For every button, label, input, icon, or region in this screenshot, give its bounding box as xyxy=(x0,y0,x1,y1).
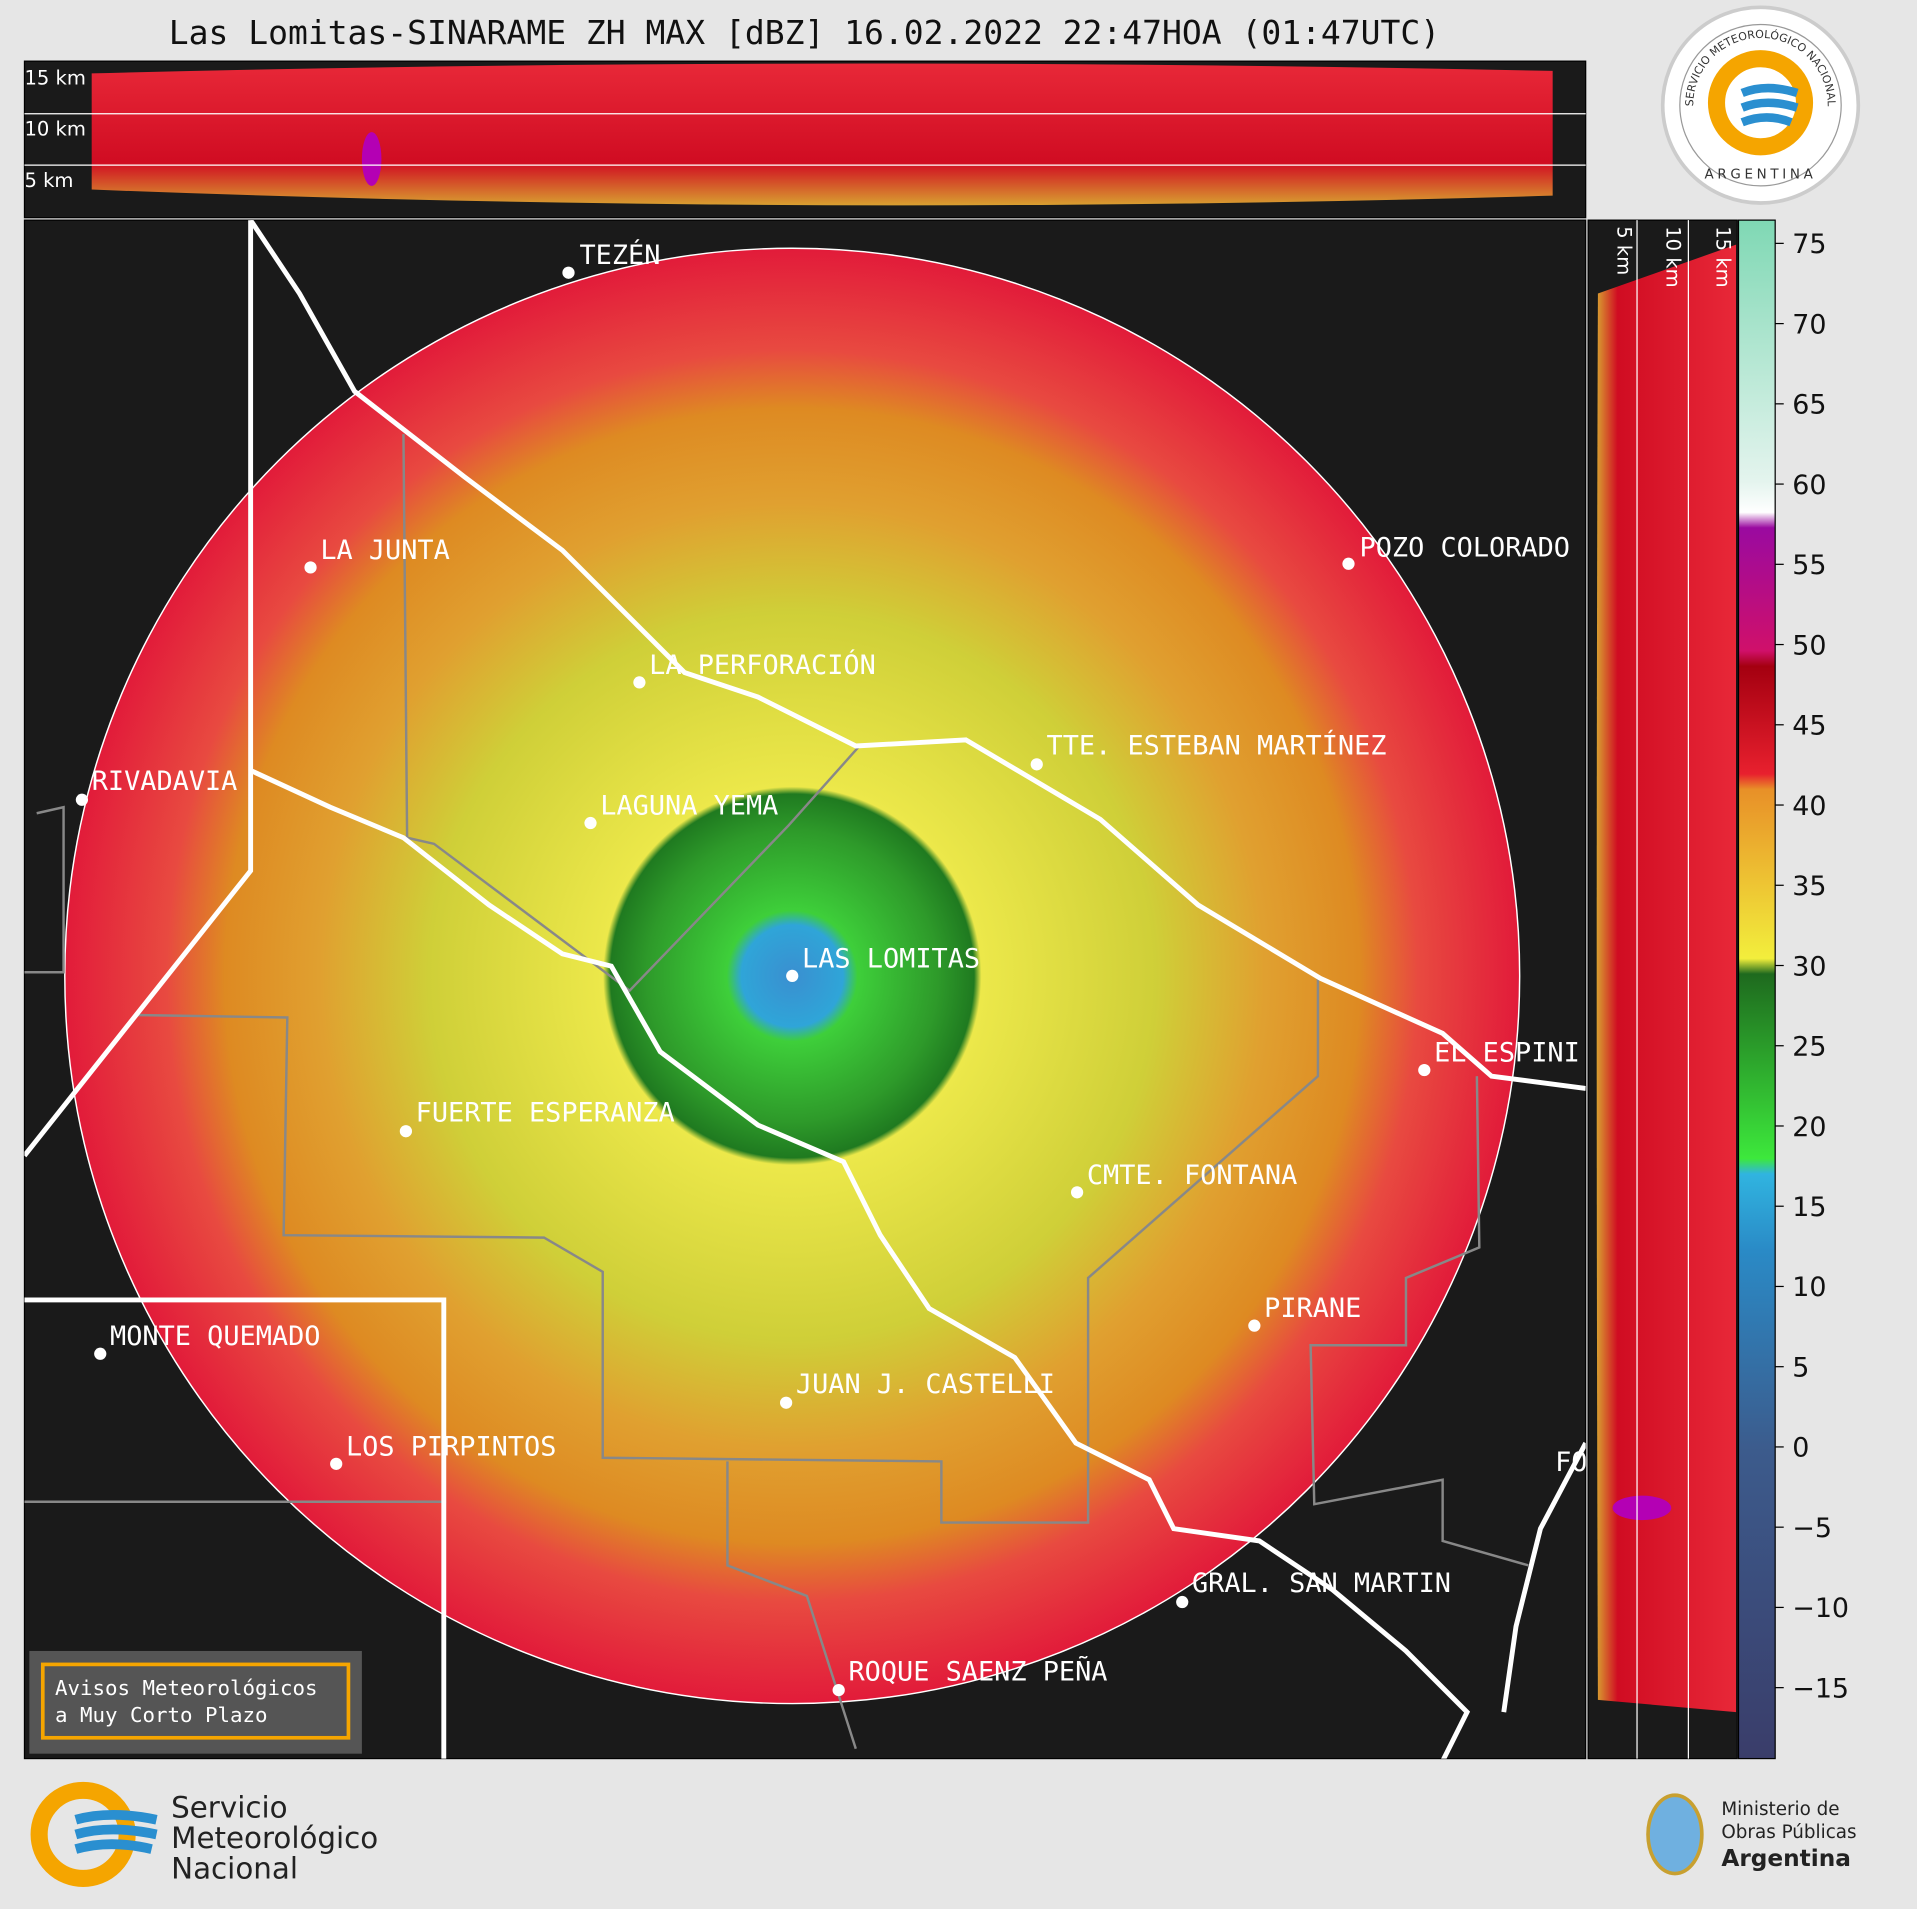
city-dots xyxy=(75,266,1431,1697)
department-borders xyxy=(24,434,1529,1750)
province-borders xyxy=(24,220,1586,1759)
colorbar-tick-label: −5 xyxy=(1792,1513,1832,1544)
colorbar-tick-label: 30 xyxy=(1792,951,1826,982)
seal-ring xyxy=(1679,23,1842,187)
city-label: TTE. ESTEBAN MARTÍNEZ xyxy=(1047,730,1387,762)
ministry-text: Argentina xyxy=(1721,1845,1851,1872)
height-label: 5 km xyxy=(24,169,73,192)
colorbar xyxy=(1737,219,1776,1760)
colorbar-tick-label: 70 xyxy=(1792,309,1826,340)
colorbar-tick-label: 65 xyxy=(1792,390,1826,421)
smn-text: Meteorológico xyxy=(171,1821,378,1855)
smn-waves xyxy=(74,1809,158,1854)
colorbar-tick-label: 10 xyxy=(1792,1272,1826,1303)
height-label: 15 km xyxy=(24,66,85,89)
colorbar-tick-label: 45 xyxy=(1792,711,1826,742)
city-label: EL ESPINI xyxy=(1434,1038,1580,1069)
coat-of-arms xyxy=(1646,1793,1704,1876)
city-label: FUERTE ESPERANZA xyxy=(416,1097,675,1128)
colorbar-tick-label: 20 xyxy=(1792,1112,1826,1143)
top-cell xyxy=(361,132,382,186)
side-cell xyxy=(1612,1495,1672,1521)
smn-text: Nacional xyxy=(171,1851,298,1885)
notice-frame xyxy=(40,1662,351,1740)
notice-text: a Muy Corto Plazo xyxy=(55,1703,268,1727)
colorbar-tick-label: 25 xyxy=(1792,1032,1826,1063)
smn-text: Servicio xyxy=(171,1790,287,1824)
city-label: LA PERFORACIÓN xyxy=(649,649,876,681)
side-echo xyxy=(1596,244,1737,1713)
city-label: ROQUE SAENZ PEÑA xyxy=(848,1655,1107,1687)
city-label: LA JUNTA xyxy=(320,535,450,566)
city-label: POZO COLORADO xyxy=(1360,532,1570,563)
colorbar-tick-label: 75 xyxy=(1792,229,1826,260)
height-label: 15 km xyxy=(1711,226,1734,287)
seal-waves xyxy=(1740,83,1799,127)
city-label: LOS PIRPINTOS xyxy=(346,1431,556,1462)
city-label: MONTE QUEMADO xyxy=(110,1321,320,1352)
city-label: PIRANE xyxy=(1264,1293,1361,1324)
ministry-text: Obras Públicas xyxy=(1721,1822,1856,1843)
colorbar-tick-label: −15 xyxy=(1792,1673,1849,1704)
height-label: 5 km xyxy=(1612,226,1635,275)
city-label: FO xyxy=(1555,1447,1587,1478)
top-echo xyxy=(91,63,1553,206)
colorbar-tick-label: 0 xyxy=(1792,1433,1809,1464)
colorbar-tick-label: 60 xyxy=(1792,470,1826,501)
notice-text: Avisos Meteorológicos xyxy=(55,1676,318,1700)
city-label: CMTE. FONTANA xyxy=(1087,1160,1297,1191)
colorbar-tick-label: 15 xyxy=(1792,1192,1826,1223)
range-ring xyxy=(64,247,1521,1705)
title: Las Lomitas-SINARAME ZH MAX [dBZ] 16.02.… xyxy=(169,13,1440,52)
seal-logo xyxy=(1707,50,1814,156)
ministry-text: Ministerio de xyxy=(1721,1799,1839,1820)
city-label: GRAL. SAN MARTIN xyxy=(1192,1568,1451,1599)
city-label: LAGUNA YEMA xyxy=(600,790,778,821)
colorbar-tick-label: 40 xyxy=(1792,791,1826,822)
height-label: 10 km xyxy=(24,118,85,141)
map-layer: TEZÉN LA JUNTA POZO COLORADO LA PERFORAC… xyxy=(24,220,1587,1759)
city-label: LAS LOMITAS xyxy=(802,943,980,974)
height-label: 10 km xyxy=(1661,226,1684,287)
colorbar-tick-label: 55 xyxy=(1792,550,1826,581)
city-label: TEZÉN xyxy=(580,239,661,271)
colorbar-tick-label: 35 xyxy=(1792,871,1826,902)
colorbar-tick-label: 50 xyxy=(1792,630,1826,661)
city-label: RIVADAVIA xyxy=(92,766,238,797)
city-label: JUAN J. CASTELLI xyxy=(796,1369,1055,1400)
colorbar-tick-label: 5 xyxy=(1792,1352,1809,1383)
colorbar-tick-label: −10 xyxy=(1792,1593,1849,1624)
seal-country: ARGENTINA xyxy=(1705,168,1817,183)
